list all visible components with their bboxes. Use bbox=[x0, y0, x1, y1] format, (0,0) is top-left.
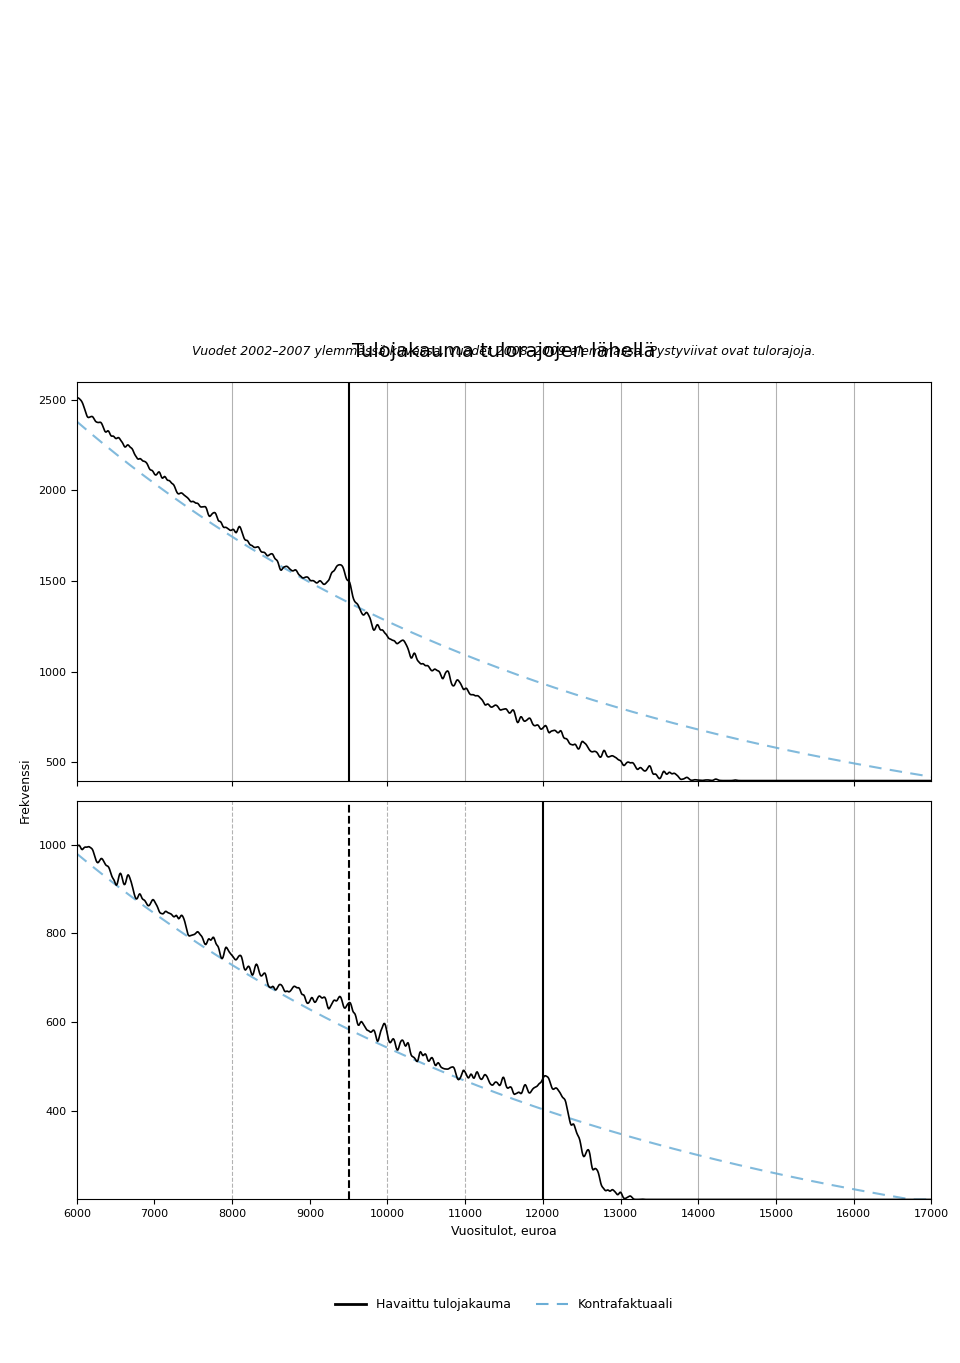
X-axis label: Vuositulot, euroa: Vuositulot, euroa bbox=[451, 1225, 557, 1238]
Text: Frekvenssi: Frekvenssi bbox=[19, 758, 33, 823]
Title: Tulojakauma tulorajojen lähellä: Tulojakauma tulorajojen lähellä bbox=[352, 342, 656, 361]
Text: Vuodet 2002–2007 ylemmässä kuvassa, vuodet 2008–2009 alemmassa. Pystyviivat ovat: Vuodet 2002–2007 ylemmässä kuvassa, vuod… bbox=[192, 345, 816, 357]
Legend: Havaittu tulojakauma, Kontrafaktuaali: Havaittu tulojakauma, Kontrafaktuaali bbox=[330, 1293, 678, 1317]
